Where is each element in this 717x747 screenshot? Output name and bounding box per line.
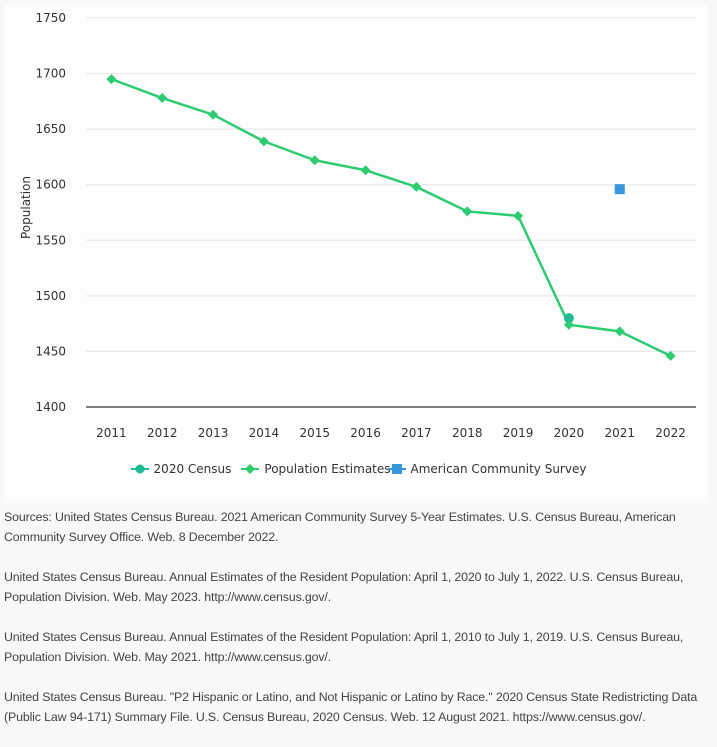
legend-item-population-estimates[interactable]: Population Estimates — [241, 462, 391, 476]
y-axis-ticks: 1400 1450 1500 1550 1600 1650 1700 1750 — [35, 11, 66, 414]
y-tick-label: 1600 — [35, 178, 66, 192]
x-tick-label: 2011 — [96, 426, 127, 440]
legend-label: Population Estimates — [264, 462, 391, 476]
x-tick-label: 2014 — [249, 426, 280, 440]
x-tick-label: 2020 — [554, 426, 585, 440]
data-point-estimate — [513, 210, 524, 221]
y-tick-label: 1750 — [35, 11, 66, 25]
chart-card — [4, 5, 708, 503]
source-citation: United States Census Bureau. "P2 Hispani… — [4, 690, 698, 724]
y-tick-label: 1550 — [35, 233, 66, 247]
data-point-estimate — [411, 181, 422, 192]
data-point-estimate — [563, 319, 574, 330]
legend: 2020 Census Population Estimates America… — [0, 462, 717, 476]
y-axis-title: Population — [19, 176, 33, 239]
series-line-population-estimates — [110, 77, 672, 358]
data-point-estimate — [360, 165, 371, 176]
x-axis-ticks: 2011 2012 2013 2014 2015 2016 2017 2018 2019 2020… — [96, 426, 686, 440]
y-tick-label: 1400 — [35, 400, 66, 414]
data-point-estimate — [258, 136, 269, 147]
x-tick-label: 2015 — [299, 426, 330, 440]
data-point-estimate — [462, 206, 473, 217]
data-point-census — [563, 313, 574, 324]
legend-label: American Community Survey — [410, 462, 587, 476]
legend-item-american-community-survey[interactable]: American Community Survey — [387, 462, 587, 476]
data-point-estimate — [309, 155, 320, 166]
x-tick-label: 2016 — [350, 426, 381, 440]
source-citation: United States Census Bureau. Annual Esti… — [4, 570, 684, 604]
x-tick-label: 2017 — [401, 426, 432, 440]
x-tick-label: 2021 — [604, 426, 635, 440]
data-point-estimate — [106, 74, 117, 85]
series-layer — [106, 74, 676, 361]
y-tick-label: 1700 — [35, 67, 66, 81]
sources-section: Sources: United States Census Bureau. 20… — [4, 507, 712, 747]
data-point-estimate — [614, 326, 625, 337]
y-tick-label: 1650 — [35, 122, 66, 136]
x-tick-label: 2018 — [452, 426, 483, 440]
data-point-acs — [614, 184, 625, 195]
circle-marker-icon — [130, 464, 149, 474]
data-point-estimate — [208, 109, 219, 120]
y-tick-label: 1450 — [35, 344, 66, 358]
x-tick-label: 2022 — [655, 426, 686, 440]
square-marker-icon — [387, 464, 406, 474]
x-tick-label: 2013 — [198, 426, 229, 440]
data-point-estimate — [157, 93, 168, 104]
x-tick-label: 2012 — [147, 426, 178, 440]
data-point-estimate — [665, 350, 676, 361]
diamond-marker-icon — [241, 464, 260, 474]
legend-item-2020-census[interactable]: 2020 Census — [130, 462, 232, 476]
legend-label: 2020 Census — [153, 462, 232, 476]
x-tick-label: 2019 — [503, 426, 534, 440]
source-citation: United States Census Bureau. Annual Esti… — [4, 630, 684, 664]
y-tick-label: 1500 — [35, 289, 66, 303]
source-citation: Sources: United States Census Bureau. 20… — [4, 510, 676, 544]
gridlines — [86, 17, 696, 352]
